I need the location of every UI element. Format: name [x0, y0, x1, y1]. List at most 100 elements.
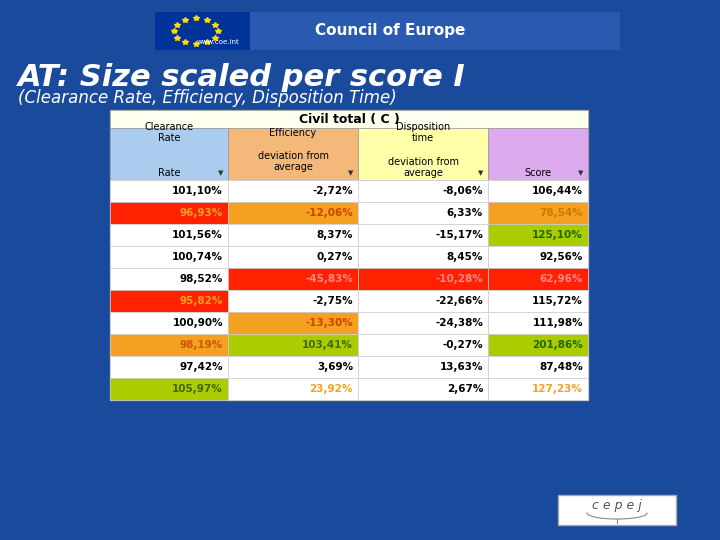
Text: 2,67%: 2,67% — [446, 384, 483, 394]
Text: Disposition
time

deviation from
average: Disposition time deviation from average — [387, 122, 459, 178]
Text: 3,69%: 3,69% — [317, 362, 353, 372]
Text: 101,10%: 101,10% — [172, 186, 223, 196]
Text: -45,83%: -45,83% — [305, 274, 353, 284]
Text: -0,27%: -0,27% — [442, 340, 483, 350]
Bar — [110, 202, 228, 224]
Text: Efficiency

deviation from
average: Efficiency deviation from average — [258, 127, 328, 172]
Text: -2,75%: -2,75% — [312, 296, 353, 306]
Text: 100,90%: 100,90% — [172, 318, 223, 328]
Text: 23,92%: 23,92% — [310, 384, 353, 394]
Bar — [110, 312, 228, 334]
Bar — [228, 202, 358, 224]
Bar — [558, 495, 676, 525]
Bar — [488, 334, 588, 356]
Text: Score: Score — [524, 122, 552, 178]
Bar — [488, 180, 588, 202]
Text: 125,10%: 125,10% — [532, 230, 583, 240]
Text: -13,30%: -13,30% — [305, 318, 353, 328]
Bar — [155, 12, 250, 50]
Text: 8,45%: 8,45% — [446, 252, 483, 262]
Bar — [228, 290, 358, 312]
Text: -24,38%: -24,38% — [435, 318, 483, 328]
Text: 97,42%: 97,42% — [179, 362, 223, 372]
Bar — [228, 246, 358, 268]
Bar — [110, 110, 588, 400]
Text: 78,54%: 78,54% — [539, 208, 583, 218]
Text: 101,56%: 101,56% — [172, 230, 223, 240]
Bar — [110, 356, 228, 378]
Bar — [228, 334, 358, 356]
Bar — [358, 202, 488, 224]
Text: -10,28%: -10,28% — [436, 274, 483, 284]
Text: 87,48%: 87,48% — [539, 362, 583, 372]
Bar — [110, 128, 228, 180]
Text: -12,06%: -12,06% — [305, 208, 353, 218]
Text: -22,66%: -22,66% — [436, 296, 483, 306]
Text: AT: Size scaled per score I: AT: Size scaled per score I — [18, 64, 466, 92]
Bar — [110, 180, 228, 202]
Bar — [488, 312, 588, 334]
Bar — [358, 312, 488, 334]
Text: 111,98%: 111,98% — [532, 318, 583, 328]
Text: 115,72%: 115,72% — [532, 296, 583, 306]
Text: ▼: ▼ — [348, 170, 354, 176]
Text: ▼: ▼ — [578, 170, 584, 176]
Text: c e p e j: c e p e j — [592, 498, 642, 511]
Text: Council of Europe: Council of Europe — [315, 24, 465, 38]
Bar — [358, 224, 488, 246]
Text: Civil total ( C ): Civil total ( C ) — [299, 112, 400, 125]
Bar — [228, 356, 358, 378]
Text: -15,17%: -15,17% — [435, 230, 483, 240]
Text: 103,41%: 103,41% — [302, 340, 353, 350]
Text: Clearance
Rate


Rate: Clearance Rate Rate — [145, 122, 194, 178]
Bar — [110, 290, 228, 312]
Bar — [110, 334, 228, 356]
Bar — [110, 378, 228, 400]
Bar — [110, 224, 228, 246]
Text: 98,52%: 98,52% — [179, 274, 223, 284]
Bar — [488, 246, 588, 268]
Bar — [358, 128, 488, 180]
Text: 6,33%: 6,33% — [446, 208, 483, 218]
Text: 62,96%: 62,96% — [539, 274, 583, 284]
Bar — [228, 180, 358, 202]
Bar — [488, 202, 588, 224]
Text: 92,56%: 92,56% — [539, 252, 583, 262]
Text: 0,27%: 0,27% — [317, 252, 353, 262]
Bar — [488, 356, 588, 378]
Text: (Clearance Rate, Efficiency, Disposition Time): (Clearance Rate, Efficiency, Disposition… — [18, 89, 397, 107]
Text: 95,82%: 95,82% — [179, 296, 223, 306]
Bar — [110, 268, 228, 290]
Bar — [358, 290, 488, 312]
Bar — [155, 12, 620, 50]
Bar — [358, 334, 488, 356]
Bar — [358, 246, 488, 268]
Text: 13,63%: 13,63% — [439, 362, 483, 372]
Bar — [358, 180, 488, 202]
Text: -2,72%: -2,72% — [312, 186, 353, 196]
Bar — [358, 378, 488, 400]
Text: 8,37%: 8,37% — [317, 230, 353, 240]
Bar — [228, 312, 358, 334]
Text: 96,93%: 96,93% — [180, 208, 223, 218]
Text: ▼: ▼ — [218, 170, 224, 176]
Text: 127,23%: 127,23% — [532, 384, 583, 394]
Bar — [110, 246, 228, 268]
Bar — [488, 290, 588, 312]
Bar — [488, 378, 588, 400]
Text: -8,06%: -8,06% — [443, 186, 483, 196]
Text: 105,97%: 105,97% — [172, 384, 223, 394]
Text: 106,44%: 106,44% — [532, 186, 583, 196]
Bar — [488, 224, 588, 246]
Bar — [488, 128, 588, 180]
Bar — [488, 268, 588, 290]
Bar — [358, 268, 488, 290]
Text: 100,74%: 100,74% — [172, 252, 223, 262]
Bar — [358, 356, 488, 378]
Bar — [228, 268, 358, 290]
Bar — [228, 378, 358, 400]
Bar — [228, 128, 358, 180]
Text: ▼: ▼ — [478, 170, 484, 176]
Bar — [228, 224, 358, 246]
Text: 98,19%: 98,19% — [180, 340, 223, 350]
